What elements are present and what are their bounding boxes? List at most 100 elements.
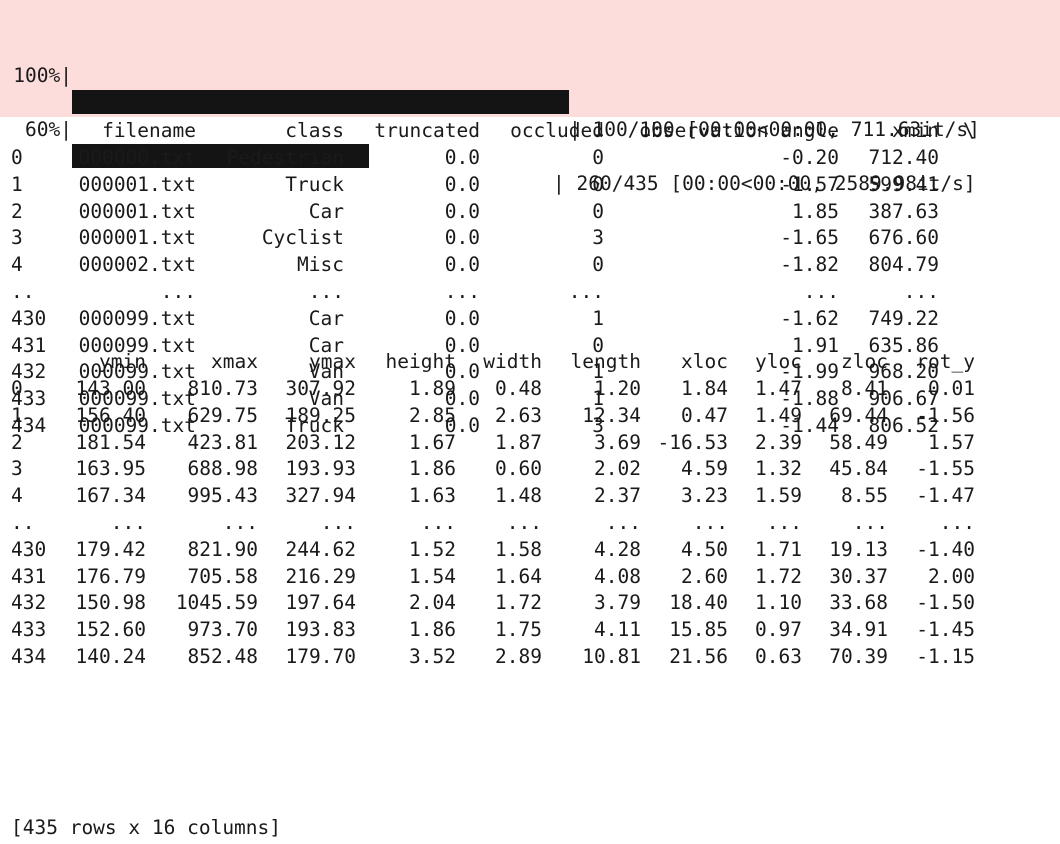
- table-cell: 0: [592, 173, 604, 196]
- table-cell: 2.60: [681, 565, 728, 588]
- table-cell: 2.85: [409, 404, 456, 427]
- table-cell: 705.58: [187, 565, 258, 588]
- table-cell: 179.42: [75, 538, 146, 561]
- column-header: xloc: [681, 350, 728, 373]
- table-cell: 1.52: [409, 538, 456, 561]
- table-cell: 806.52: [868, 414, 939, 437]
- table-cell: 1.58: [495, 538, 542, 561]
- table-cell: 1.72: [495, 591, 542, 614]
- table-cell: 0.48: [495, 377, 542, 400]
- row-index: ..: [11, 280, 35, 303]
- table-cell: 34.91: [829, 618, 888, 641]
- table-cell: 307.92: [285, 377, 356, 400]
- table-cell: 1.91: [792, 334, 839, 357]
- table-cell: 635.86: [868, 334, 939, 357]
- table-cell: Misc: [297, 253, 344, 276]
- column-header: zloc: [841, 350, 888, 373]
- table-cell: 12.34: [582, 404, 641, 427]
- table-cell: 8.41: [841, 377, 888, 400]
- table-cell: 804.79: [868, 253, 939, 276]
- table-cell: 387.63: [868, 200, 939, 223]
- column-header: rot_y: [916, 350, 975, 373]
- table-cell: 000001.txt: [78, 173, 196, 196]
- table-cell: 1.48: [495, 484, 542, 507]
- table-cell: 712.40: [868, 146, 939, 169]
- table-cell: 1.86: [409, 618, 456, 641]
- table-cell: Van: [308, 360, 344, 383]
- column-header: \: [963, 119, 975, 142]
- table-cell: ...: [903, 280, 939, 303]
- table-cell: 30.37: [829, 565, 888, 588]
- table-cell: 4.28: [594, 538, 641, 561]
- column-header: ymax: [309, 350, 356, 373]
- table-cell: 1: [592, 360, 604, 383]
- progress-info: | 100/100 [00:00<00:00, 711.63it/s]: [569, 118, 980, 141]
- progress-track: [72, 89, 569, 116]
- table-cell: 1.32: [755, 457, 802, 480]
- table-cell: -16.53: [657, 431, 728, 454]
- table-cell: 4.50: [681, 538, 728, 561]
- progress-percent: 60%|: [13, 118, 72, 141]
- table-cell: -1.47: [916, 484, 975, 507]
- table-cell: 2.89: [495, 645, 542, 668]
- table-cell: 0.0: [444, 334, 480, 357]
- table-cell: 1.86: [409, 457, 456, 480]
- table-cell: 45.84: [829, 457, 888, 480]
- table-cell: 000099.txt: [78, 334, 196, 357]
- table-cell: 1.89: [409, 377, 456, 400]
- table-cell: -1.57: [780, 173, 839, 196]
- row-index: 4: [11, 253, 23, 276]
- column-header: observation angle: [639, 119, 839, 142]
- column-header: length: [570, 350, 641, 373]
- stderr-output: 100%| | 100/100 [00:00<00:00, 711.63it/s…: [0, 0, 1060, 195]
- progress-fill: [72, 144, 370, 168]
- table-cell: 70.39: [829, 645, 888, 668]
- table-cell: 749.22: [868, 307, 939, 330]
- table-cell: 143.00: [75, 377, 146, 400]
- table-cell: 179.70: [285, 645, 356, 668]
- table-cell: 0.0: [444, 173, 480, 196]
- row-index: 432: [11, 360, 47, 383]
- table-cell: -1.50: [916, 591, 975, 614]
- table-cell: Van: [308, 387, 344, 410]
- table-cell: 10.81: [582, 645, 641, 668]
- table-cell: 2.63: [495, 404, 542, 427]
- table-cell: 1.64: [495, 565, 542, 588]
- table-cell: 2.02: [594, 457, 641, 480]
- table-cell: 4.11: [594, 618, 641, 641]
- table-cell: 906.67: [868, 387, 939, 410]
- dataframe-shape-summary: [435 rows x 16 columns]: [11, 816, 282, 839]
- table-cell: 0.01: [928, 377, 975, 400]
- column-header: truncated: [374, 119, 480, 142]
- column-header: ymin: [99, 350, 146, 373]
- row-index: 434: [11, 414, 47, 437]
- table-cell: Car: [308, 334, 344, 357]
- table-cell: 1.85: [792, 200, 839, 223]
- table-cell: 244.62: [285, 538, 356, 561]
- table-cell: 1.84: [681, 377, 728, 400]
- table-cell: 216.29: [285, 565, 356, 588]
- table-cell: ...: [308, 280, 344, 303]
- table-cell: 000099.txt: [78, 414, 196, 437]
- table-cell: 0.60: [495, 457, 542, 480]
- table-cell: 21.56: [669, 645, 728, 668]
- row-index: 433: [11, 387, 47, 410]
- table-cell: -1.82: [780, 253, 839, 276]
- table-cell: -1.15: [916, 645, 975, 668]
- table-cell: 156.40: [75, 404, 146, 427]
- table-cell: 0.0: [444, 414, 480, 437]
- table-cell: 197.64: [285, 591, 356, 614]
- row-index: 1: [11, 404, 23, 427]
- table-cell: 58.49: [829, 431, 888, 454]
- table-cell: 1.71: [755, 538, 802, 561]
- table-cell: 1.75: [495, 618, 542, 641]
- table-cell: 1.49: [755, 404, 802, 427]
- table-cell: 3.52: [409, 645, 456, 668]
- row-index: 0: [11, 377, 23, 400]
- table-cell: ...: [766, 511, 802, 534]
- table-cell: ...: [803, 280, 839, 303]
- table-cell: -1.88: [780, 387, 839, 410]
- table-cell: 2.00: [928, 565, 975, 588]
- table-cell: 0.0: [444, 200, 480, 223]
- table-cell: 000099.txt: [78, 307, 196, 330]
